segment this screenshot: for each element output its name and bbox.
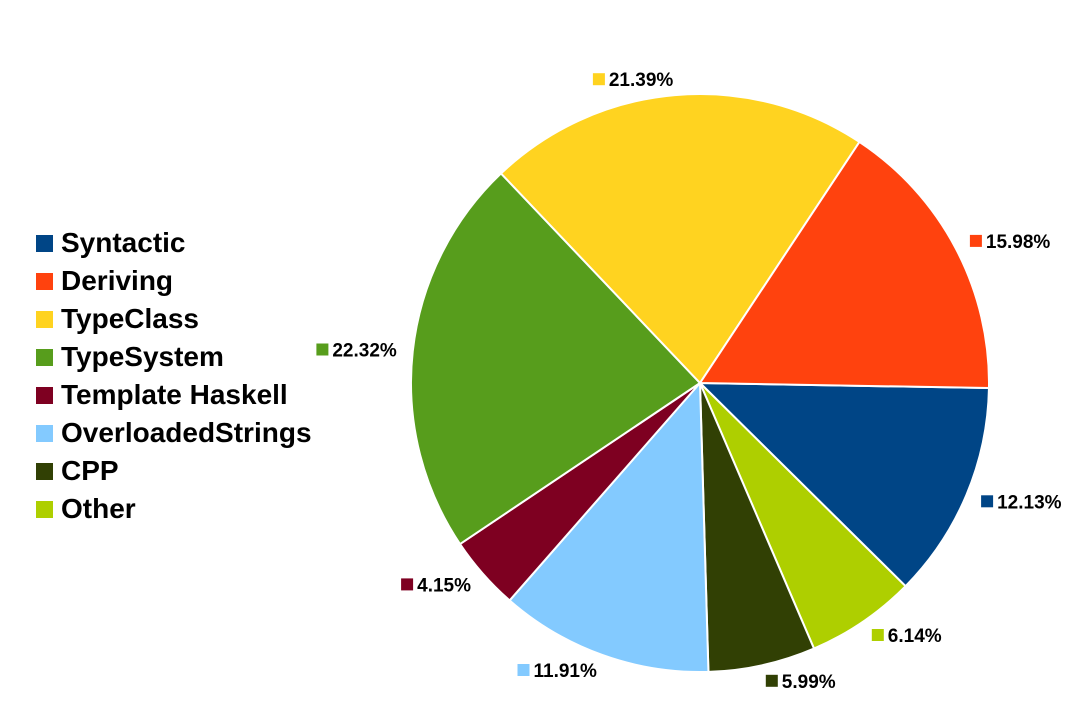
data-label-text: 21.39% xyxy=(609,70,674,91)
pie-slice-deriving xyxy=(698,140,990,390)
legend-label: TypeClass xyxy=(61,303,199,334)
legend-swatch xyxy=(36,272,53,290)
legend-item-typesystem: TypeSystem xyxy=(36,338,312,376)
pie-slice-typeclass xyxy=(499,93,861,385)
legend-label: Deriving xyxy=(61,265,174,296)
data-label-swatch xyxy=(316,343,329,356)
data-label-text: 12.13% xyxy=(997,492,1062,513)
legend-label: CPP xyxy=(61,455,119,486)
data-label-overloadedstrings: 11.91% xyxy=(517,661,597,682)
data-label-cpp: 5.99% xyxy=(765,672,836,693)
legend-label: Syntactic xyxy=(61,227,186,258)
data-label-deriving: 15.98% xyxy=(969,232,1051,253)
pie-data-labels: 12.13% 6.14% 5.99% 11.91% 4.15% 22.32% 21.39% 1… xyxy=(316,70,1062,693)
legend-swatch xyxy=(36,500,53,518)
legend-swatch xyxy=(36,386,53,404)
data-label-text: 5.99% xyxy=(782,672,836,693)
data-label-swatch xyxy=(401,578,414,591)
pie-slice-overloadedstrings xyxy=(508,380,710,673)
data-label-swatch xyxy=(969,234,982,247)
legend-item-cpp: CPP xyxy=(36,452,312,490)
data-label-other: 6.14% xyxy=(871,626,942,647)
legend-item-typeclass: TypeClass xyxy=(36,300,312,338)
data-label-swatch xyxy=(517,664,530,676)
legend-swatch xyxy=(36,424,53,442)
legend-label: TypeSystem xyxy=(61,341,224,372)
legend-label: Template Haskell xyxy=(61,379,288,410)
legend-swatch xyxy=(36,234,53,252)
legend-swatch xyxy=(36,348,53,366)
data-label-text: 4.15% xyxy=(417,575,471,596)
legend-item-overloadedstrings: OverloadedStrings xyxy=(36,414,312,452)
pie-slice-typesystem xyxy=(410,172,702,546)
data-label-swatch xyxy=(592,73,605,86)
data-label-typeclass: 21.39% xyxy=(592,70,674,91)
data-label-text: 11.91% xyxy=(533,661,596,682)
legend-label: Other xyxy=(61,493,136,524)
pie-slices xyxy=(410,93,990,673)
data-label-text: 15.98% xyxy=(986,232,1051,253)
data-label-syntactic: 12.13% xyxy=(981,492,1062,513)
data-label-swatch xyxy=(765,674,778,687)
data-label-swatch xyxy=(981,495,994,508)
pie-slice-syntactic xyxy=(697,381,990,588)
legend: Syntactic Deriving TypeClass TypeSystem … xyxy=(36,224,312,528)
legend-item-deriving: Deriving xyxy=(36,262,312,300)
data-label-swatch xyxy=(871,629,884,641)
legend-label: OverloadedStrings xyxy=(61,417,312,448)
data-label-typesystem: 22.32% xyxy=(316,341,397,362)
data-label-text: 6.14% xyxy=(888,626,942,647)
legend-swatch xyxy=(36,462,53,480)
legend-item-other: Other xyxy=(36,490,312,528)
legend-swatch xyxy=(36,310,53,328)
data-label-text: 22.32% xyxy=(332,341,397,362)
legend-item-syntactic: Syntactic xyxy=(36,224,312,262)
data-label-template-haskell: 4.15% xyxy=(401,575,471,596)
legend-item-template-haskell: Template Haskell xyxy=(36,376,312,414)
